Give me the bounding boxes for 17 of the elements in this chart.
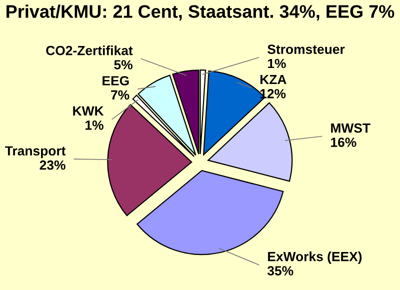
data-label: 1% <box>268 58 286 68</box>
slice-label: EEG <box>102 76 129 86</box>
slice-label: KWK <box>73 106 104 116</box>
slice-label: KZA <box>260 74 286 84</box>
slice-label: CO2-Zertifikat <box>46 46 133 56</box>
slice-label: MWST <box>331 123 370 133</box>
data-label: 1% <box>86 120 104 130</box>
chart-title: Privat/KMU: 21 Cent, Staatsant. 34%, EEG 7% <box>6 4 394 21</box>
slice-label: Transport <box>5 146 66 158</box>
data-label: 7% <box>111 90 130 100</box>
data-label: 35% <box>267 266 294 276</box>
data-label: 5% <box>114 60 132 70</box>
slice-label: Stromsteuer <box>268 44 345 54</box>
data-label: 16% <box>331 138 356 147</box>
data-label: 23% <box>40 160 66 170</box>
data-label: 12% <box>260 89 286 98</box>
slice-label: ExWorks (EEX) <box>268 252 362 264</box>
